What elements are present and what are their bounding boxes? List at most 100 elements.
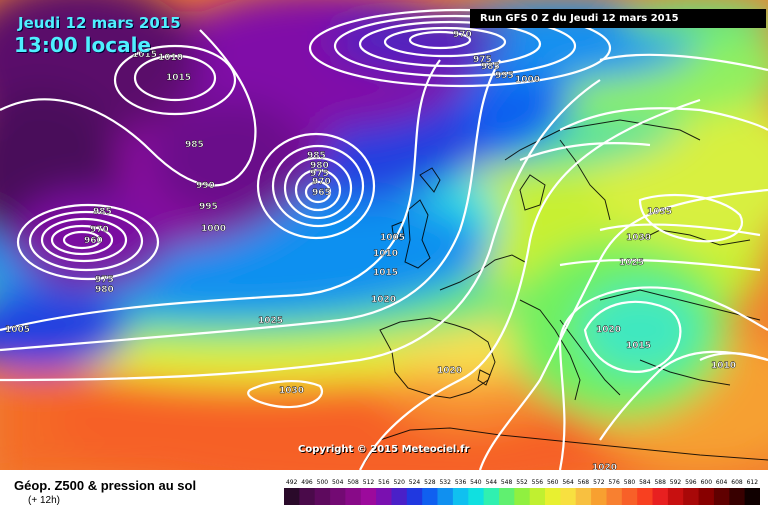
legend-swatch <box>667 488 684 505</box>
pressure-label: 1015 <box>626 341 651 351</box>
pressure-label: 1015 <box>166 73 191 83</box>
legend-swatch <box>391 488 408 505</box>
pressure-labels: 1010 1015 1015 970 975 985 995 1000 985 … <box>5 30 736 470</box>
legend-swatch <box>345 488 362 505</box>
pressure-label: 970 <box>312 177 331 187</box>
legend-tick-label: 496 <box>301 479 313 486</box>
pressure-label: 975 <box>473 55 492 65</box>
legend-swatch <box>330 488 346 505</box>
legend-tick-label: 536 <box>455 479 467 486</box>
color-scale-legend: 492 496 500 504 508 512 516 520 524 528 532 536 540 5… <box>284 479 760 505</box>
legend-swatch <box>529 488 546 505</box>
pressure-label: 985 <box>481 62 500 72</box>
forecast-offset: (+ 12h) <box>28 495 60 506</box>
pressure-label: 1005 <box>380 233 405 243</box>
legend-tick-label: 560 <box>547 479 559 486</box>
legend-swatch <box>560 488 577 505</box>
forecast-date: Jeudi 12 mars 2015 <box>18 14 181 32</box>
legend-swatch <box>284 488 300 505</box>
legend-tick-label: 584 <box>639 479 651 486</box>
pressure-label: 975 <box>310 169 329 179</box>
legend-tick-label: 540 <box>470 479 482 486</box>
legend-swatch <box>713 488 730 505</box>
pressure-label: 1015 <box>132 50 157 60</box>
z500-color-field <box>0 0 768 470</box>
legend-tick-label: 596 <box>685 479 697 486</box>
pressure-label: 1010 <box>711 361 736 371</box>
legend-swatch <box>545 488 561 505</box>
legend-swatch <box>698 488 715 505</box>
forecast-time: 13:00 locale <box>14 33 151 57</box>
legend-swatch <box>637 488 654 505</box>
legend-tick-label: 576 <box>608 479 620 486</box>
legend-swatch <box>452 488 469 505</box>
pressure-label: 1010 <box>158 53 183 63</box>
legend-tick-label: 612 <box>747 479 759 486</box>
pressure-label: 1015 <box>373 268 398 278</box>
legend-tick-label: 524 <box>409 479 421 486</box>
pressure-label: 985 <box>93 207 112 217</box>
legend-swatch <box>468 488 485 505</box>
legend-tick-label: 552 <box>516 479 528 486</box>
pressure-label: 1020 <box>371 295 396 305</box>
copyright-text: Copyright © 2015 Meteociel.fr <box>298 444 470 455</box>
legend-swatch <box>621 488 638 505</box>
legend-tick-label: 580 <box>624 479 636 486</box>
pressure-label: 985 <box>307 151 326 161</box>
pressure-label: 990 <box>196 181 215 191</box>
legend-swatch <box>483 488 500 505</box>
legend-swatch <box>514 488 531 505</box>
legend-tick-label: 548 <box>501 479 513 486</box>
legend-tick-label: 516 <box>378 479 390 486</box>
pressure-label: 965 <box>312 188 331 198</box>
legend-tick-label: 492 <box>286 479 298 486</box>
legend-tick-label: 508 <box>347 479 359 486</box>
legend-swatch <box>729 488 746 505</box>
pressure-label: 980 <box>310 161 329 171</box>
legend-swatch <box>299 488 316 505</box>
legend-tick-label: 600 <box>701 479 713 486</box>
pressure-label: 960 <box>84 236 103 246</box>
pressure-label: 995 <box>199 202 218 212</box>
legend-swatch <box>406 488 423 505</box>
legend-tick-label: 512 <box>363 479 375 486</box>
legend-tick-label: 544 <box>486 479 498 486</box>
legend-swatch <box>360 488 377 505</box>
legend-swatch <box>652 488 669 505</box>
pressure-label: 1025 <box>258 316 283 326</box>
legend-swatch <box>606 488 623 505</box>
legend-swatch <box>744 488 760 505</box>
legend-tick-label: 568 <box>578 479 590 486</box>
pressure-label: 1020 <box>596 325 621 335</box>
pressure-label: 985 <box>185 140 204 150</box>
legend-tick-label: 520 <box>393 479 405 486</box>
pressure-label: 1010 <box>373 249 398 259</box>
legend-swatch <box>376 488 392 505</box>
map-title: Géop. Z500 & pression au sol <box>14 478 197 493</box>
pressure-label: 970 <box>90 225 109 235</box>
geopotential-pressure-map: 1010 1015 1015 970 975 985 995 1000 985 … <box>0 0 768 470</box>
legend-tick-label: 608 <box>731 479 743 486</box>
legend-tick-label: 556 <box>532 479 544 486</box>
legend-tick-label: 500 <box>317 479 329 486</box>
legend-tick-label: 504 <box>332 479 344 486</box>
pressure-label: 1030 <box>626 233 651 243</box>
legend-tick-label: 528 <box>424 479 436 486</box>
legend-swatch <box>683 488 700 505</box>
pressure-label: 1005 <box>5 325 30 335</box>
legend-swatch <box>422 488 439 505</box>
legend-tick-label: 592 <box>670 479 682 486</box>
isobars <box>0 8 768 470</box>
pressure-label: 975 <box>95 275 114 285</box>
pressure-label: 980 <box>95 285 114 295</box>
legend-swatch <box>499 488 515 505</box>
coastlines <box>359 119 768 470</box>
model-run-label: Run GFS 0 Z du Jeudi 12 mars 2015 <box>470 9 766 28</box>
pressure-label: 995 <box>495 71 514 81</box>
pressure-label: 1030 <box>279 386 304 396</box>
legend-swatch <box>437 488 454 505</box>
legend-tick-label: 588 <box>654 479 666 486</box>
legend-swatch <box>591 488 607 505</box>
pressure-label: 1000 <box>515 75 540 85</box>
